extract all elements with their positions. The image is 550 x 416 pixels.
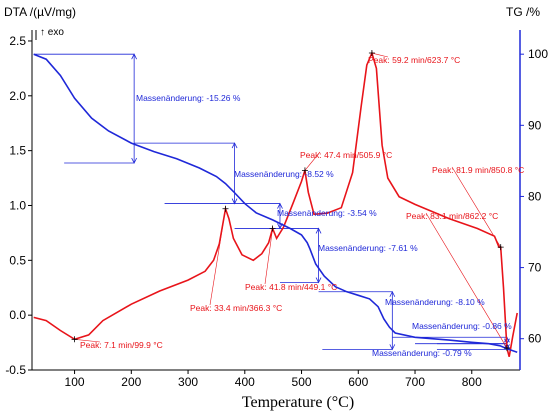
mass-change-label: Massenänderung: -15.26 % (136, 93, 241, 103)
mass-change-label: Massenänderung: -7.61 % (318, 243, 418, 253)
peak-leader-line (74, 338, 101, 343)
peak-marker (368, 50, 375, 57)
peak-label: Peak: 83.1 min/862.2 °C (406, 211, 498, 221)
peak-leader-line (371, 52, 389, 58)
y-right-tick-label: 80 (528, 189, 542, 203)
peak-marker (301, 167, 308, 174)
peak-leader-line (209, 208, 226, 306)
peak-label: Peak: 81.9 min/850.8 °C (432, 165, 524, 175)
mass-change-label: Massenänderung: -0.79 % (372, 348, 472, 358)
step-arrow-head-down (389, 344, 396, 351)
peak-leader-line (264, 228, 273, 285)
y-left-tick-label: 0.0 (9, 308, 26, 322)
peak-label: Peak: 41.8 min/449.1 °C (245, 282, 337, 292)
y-right-tick-label: 70 (528, 261, 542, 275)
exo-label: ↑ exo (40, 27, 64, 38)
step-arrow-head-down (131, 157, 137, 164)
peak-marker (71, 336, 78, 343)
peak-label: Peak: 47.4 min/505.9 °C (300, 150, 392, 160)
y-left-tick-label: 2.5 (9, 34, 26, 48)
peak-leader-line (425, 212, 508, 349)
y-left-tick-label: 1.5 (9, 144, 26, 158)
axis-ticks: 100 200 300 400 500 600 700 800 2.5 2.0 1.5 1.0 0.5 0… (5, 34, 548, 389)
y-right-tick-label: 100 (528, 47, 548, 61)
mass-change-label: Massenänderung: -3.54 % (277, 208, 377, 218)
y-axis-left-title: DTA /(µV/mg) (4, 5, 76, 19)
peak-marker (269, 225, 276, 232)
peak-leader-line (451, 166, 501, 248)
step-arrow-head-up (231, 142, 238, 149)
y-right-tick-label: 90 (528, 118, 542, 132)
x-tick-label: 700 (405, 375, 425, 389)
y-left-tick-label: 0.5 (9, 253, 26, 267)
dta-line (33, 50, 518, 358)
mass-change-label: Massenänderung: -8.52 % (234, 169, 334, 179)
peak-marker (222, 205, 229, 212)
y-left-tick-label: -0.5 (5, 363, 26, 377)
step-arrow-head-up (277, 202, 283, 209)
mass-change-label: Massenänderung: -8.10 % (385, 297, 485, 307)
annotations: Peak: 7.1 min/99.9 °C Peak: 33.4 min/366.… (71, 50, 524, 358)
mass-change-label: Massenänderung: -0.86 % (412, 321, 512, 331)
step-arrow-head-up (315, 227, 322, 234)
y-axis-right-title: TG /% (506, 5, 540, 19)
x-tick-label: 100 (65, 375, 85, 389)
x-axis-title: Temperature (°C) (242, 394, 354, 411)
step-arrow-head-up (131, 53, 137, 60)
peak-label: Peak: 33.4 min/366.3 °C (190, 303, 282, 313)
x-tick-label: 300 (178, 375, 198, 389)
data-lines (33, 50, 518, 358)
peak-marker (503, 345, 510, 352)
peak-leader-line (304, 151, 321, 171)
peak-marker (497, 244, 504, 251)
step-arrow-head-up (389, 290, 396, 297)
x-tick-label: 600 (348, 375, 368, 389)
x-tick-label: 800 (462, 375, 482, 389)
y-right-tick-label: 60 (528, 332, 542, 346)
peak-label: Peak: 7.1 min/99.9 °C (80, 340, 163, 350)
x-tick-label: 200 (121, 375, 141, 389)
y-left-tick-label: 2.0 (9, 89, 26, 103)
x-tick-label: 500 (292, 375, 312, 389)
plot-frame (31, 30, 521, 371)
tg-line (33, 53, 518, 353)
y-left-tick-label: 1.0 (9, 198, 26, 212)
step-arrow-head-down (315, 277, 322, 284)
x-tick-label: 400 (235, 375, 255, 389)
peak-label: Peak: 59.2 min/623.7 °C (368, 55, 460, 65)
